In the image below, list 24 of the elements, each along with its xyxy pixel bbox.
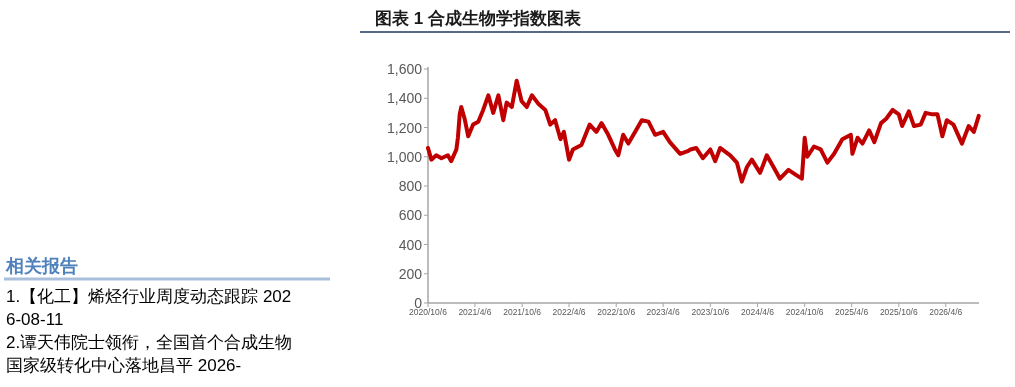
line-series (426, 78, 981, 184)
y-tick-label: 1,000 (386, 148, 423, 165)
x-tick-label: 2024/10/6 (785, 307, 824, 317)
text: 1.【化工】烯烃行业周度动态跟踪 2026-08-11 (6, 287, 292, 329)
x-tick-label: 2025/10/6 (879, 307, 918, 317)
x-tick-label: 2023/4/6 (646, 307, 680, 317)
y-tick-label: 1,600 (386, 61, 423, 77)
y-tick-label: 200 (398, 265, 423, 282)
y-tick-label: 800 (398, 178, 423, 194)
y-tick-label: 400 (398, 236, 423, 253)
text: 2.谭天伟院士领衔，全国首个合成生物国家级转化中心落地昌平 2026- (6, 333, 293, 375)
text: 相关报告 (5, 256, 78, 276)
x-tick-label: 2026/4/6 (929, 307, 963, 317)
x-tick-label: 2022/10/6 (597, 307, 636, 317)
y-tick-label: 1,400 (386, 90, 423, 107)
x-tick-label: 2021/4/6 (458, 307, 492, 317)
chart-title: 图表 1 合成生物学指数图表 (375, 9, 582, 28)
x-tick-label: 2024/4/6 (740, 307, 775, 317)
y-tick-label: 1,200 (386, 119, 423, 136)
x-tick-label: 2025/4/6 (835, 307, 869, 317)
x-tick-label: 2023/10/6 (691, 307, 730, 317)
x-tick-label: 2021/10/6 (503, 307, 542, 317)
y-tick-label: 600 (398, 207, 423, 224)
x-tick-label: 2022/4/6 (552, 307, 586, 317)
